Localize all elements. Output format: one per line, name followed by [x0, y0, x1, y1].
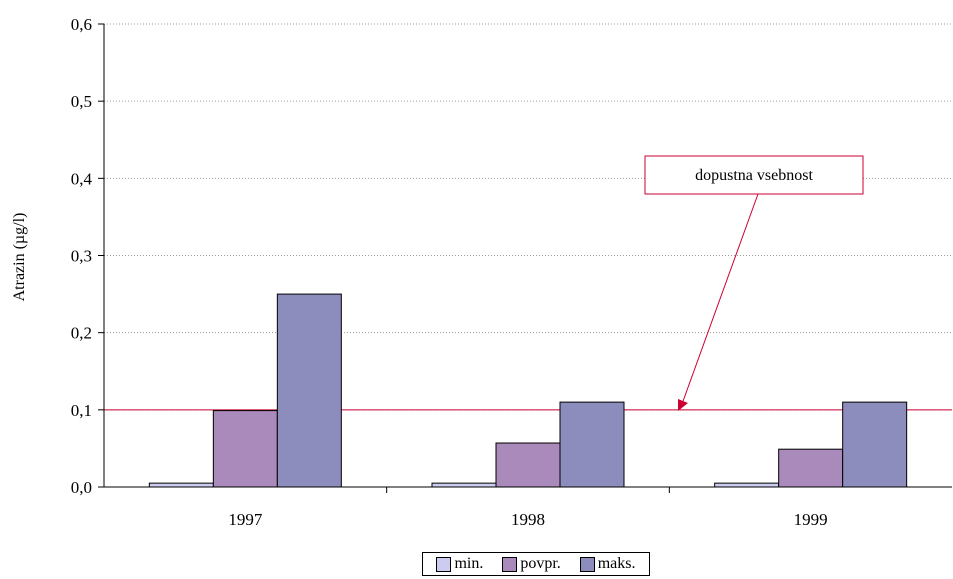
y-tick-label: 0,4	[71, 169, 93, 188]
y-tick-label: 0,6	[71, 15, 92, 34]
legend-label: maks.	[597, 555, 636, 572]
legend-swatch	[579, 556, 595, 572]
annotation-text: dopustna vsebnost	[695, 167, 813, 184]
bar-min	[148, 482, 214, 488]
bar-min	[714, 482, 780, 488]
y-axis-label: Atrazin (µg/l)	[11, 213, 28, 302]
bars	[148, 293, 908, 488]
x-tick-label: 1997	[228, 510, 263, 529]
bar-povpr	[778, 448, 844, 488]
legend-item: povpr.	[502, 555, 561, 573]
bar-povpr	[212, 410, 278, 488]
axes	[98, 23, 952, 493]
y-tick-label: 0,1	[71, 401, 92, 420]
grid-lines	[104, 23, 952, 411]
annotation-arrowhead	[678, 399, 688, 411]
x-tick-labels: 1997 1998 1999	[228, 510, 827, 529]
x-tick-label: 1999	[794, 510, 828, 529]
legend-label: povpr.	[520, 555, 561, 572]
legend-swatch	[436, 556, 452, 572]
y-tick-label: 0,5	[71, 92, 92, 111]
y-tick-label: 0,3	[71, 247, 92, 266]
y-tick-label: 0,0	[71, 478, 92, 497]
annotation-box	[644, 155, 864, 195]
bar-min	[431, 482, 497, 488]
bar-maks	[276, 293, 342, 488]
annotation: dopustna vsebnost	[644, 155, 864, 411]
legend-item: min.	[436, 555, 483, 573]
y-tick-labels: 0,0 0,1 0,2 0,3 0,4 0,5 0,6	[71, 15, 93, 497]
legend-label: min.	[454, 555, 484, 572]
y-tick-label: 0,2	[71, 324, 92, 343]
legend: min. povpr. maks.	[422, 552, 650, 576]
annotation-arrow	[681, 193, 759, 405]
legend-item: maks.	[579, 555, 636, 573]
legend-swatch	[502, 556, 518, 572]
x-tick-label: 1998	[511, 510, 545, 529]
bar-maks	[559, 401, 625, 488]
bar-maks	[842, 401, 908, 488]
bar-povpr	[495, 442, 561, 488]
